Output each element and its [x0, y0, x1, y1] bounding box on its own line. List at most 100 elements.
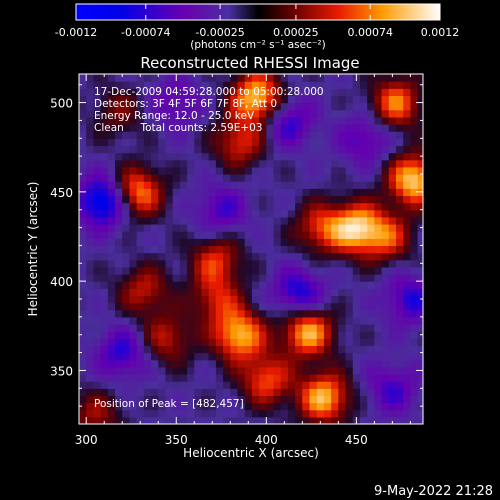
- heatmap-cell: [309, 124, 318, 132]
- heatmap-cell: [136, 338, 145, 347]
- heatmap-cell: [395, 209, 404, 218]
- heatmap-cell: [302, 174, 311, 182]
- heatmap-cell: [259, 288, 267, 297]
- heatmap-cell: [316, 124, 325, 132]
- heatmap-cell: [295, 324, 303, 332]
- heatmap-cell: [323, 109, 332, 118]
- heatmap-cell: [345, 88, 354, 97]
- heatmap-cell: [259, 88, 267, 97]
- heatmap-cell: [179, 195, 188, 204]
- heatmap-cell: [136, 352, 145, 361]
- heatmap-cell: [223, 359, 231, 368]
- heatmap-cell: [172, 338, 181, 347]
- heatmap-cell: [395, 359, 404, 368]
- heatmap-cell: [273, 116, 282, 125]
- heatmap-cell: [100, 366, 109, 375]
- heatmap-cell: [136, 274, 145, 282]
- heatmap-cell: [259, 245, 267, 254]
- heatmap-cell: [115, 316, 123, 325]
- heatmap-cell: [129, 352, 138, 361]
- heatmap-cell: [388, 259, 397, 268]
- heatmap-cell: [122, 124, 131, 132]
- heatmap-cell: [331, 274, 339, 282]
- heatmap-cell: [151, 374, 159, 382]
- heatmap-cell: [410, 252, 419, 261]
- heatmap-cell: [223, 116, 231, 125]
- heatmap-cell: [316, 402, 325, 411]
- heatmap-cell: [395, 352, 404, 361]
- heatmap-cell: [237, 409, 246, 418]
- heatmap-cell: [122, 395, 131, 404]
- heatmap-cell: [215, 281, 224, 289]
- heatmap-cell: [280, 238, 289, 247]
- heatmap-cell: [295, 124, 303, 132]
- heatmap-cell: [100, 259, 109, 268]
- heatmap-cell: [359, 281, 368, 289]
- heatmap-cell: [201, 202, 210, 211]
- heatmap-cell: [381, 324, 390, 332]
- heatmap-cell: [280, 124, 289, 132]
- heatmap-cell: [287, 202, 296, 211]
- heatmap-cell: [374, 116, 383, 125]
- heatmap-cell: [316, 388, 325, 397]
- heatmap-cell: [345, 395, 354, 404]
- heatmap-cell: [208, 224, 217, 232]
- heatmap-cell: [158, 352, 167, 361]
- heatmap-cell: [345, 352, 354, 361]
- heatmap-cell: [86, 331, 94, 339]
- heatmap-cell: [122, 324, 131, 332]
- heatmap-cell: [316, 74, 325, 82]
- heatmap-cell: [215, 152, 224, 161]
- heatmap-cell: [316, 95, 325, 104]
- heatmap-cell: [187, 324, 195, 332]
- heatmap-cell: [129, 181, 138, 189]
- heatmap-cell: [295, 102, 303, 111]
- heatmap-cell: [367, 331, 375, 339]
- heatmap-cell: [403, 116, 411, 125]
- heatmap-cell: [208, 174, 217, 182]
- heatmap-cell: [338, 174, 347, 182]
- heatmap-cell: [287, 81, 296, 89]
- heatmap-cell: [136, 88, 145, 97]
- heatmap-cell: [280, 181, 289, 189]
- heatmap-cell: [280, 188, 289, 197]
- heatmap-cell: [280, 266, 289, 275]
- heatmap-cell: [230, 116, 239, 125]
- heatmap-cell: [187, 224, 195, 232]
- heatmap-cell: [187, 88, 195, 97]
- heatmap-cell: [194, 409, 203, 418]
- heatmap-cell: [179, 288, 188, 297]
- heatmap-cell: [273, 352, 282, 361]
- heatmap-cell: [165, 102, 174, 111]
- heatmap-cell: [143, 159, 152, 168]
- heatmap-cell: [287, 295, 296, 304]
- heatmap-cell: [251, 302, 260, 311]
- heatmap-cell: [158, 231, 167, 239]
- heatmap-cell: [122, 238, 131, 247]
- heatmap-cell: [122, 274, 131, 282]
- heatmap-cell: [201, 352, 210, 361]
- heatmap-cell: [237, 316, 246, 325]
- heatmap-cell: [273, 324, 282, 332]
- heatmap-cell: [352, 95, 361, 104]
- heatmap-cell: [251, 366, 260, 375]
- heatmap-cell: [403, 352, 411, 361]
- heatmap-cell: [338, 374, 347, 382]
- heatmap-cell: [338, 295, 347, 304]
- heatmap-cell: [374, 316, 383, 325]
- heatmap-cell: [251, 145, 260, 154]
- heatmap-cell: [345, 338, 354, 347]
- heatmap-cell: [287, 259, 296, 268]
- heatmap-cell: [395, 131, 404, 139]
- heatmap-cell: [136, 102, 145, 111]
- heatmap-cell: [158, 238, 167, 247]
- heatmap-cell: [280, 374, 289, 382]
- heatmap-cell: [244, 216, 253, 225]
- heatmap-cell: [359, 181, 368, 189]
- heatmap-cell: [359, 402, 368, 411]
- heatmap-cell: [381, 331, 390, 339]
- heatmap-cell: [237, 109, 246, 118]
- heatmap-cell: [331, 74, 339, 82]
- heatmap-cell: [316, 259, 325, 268]
- heatmap-cell: [259, 316, 267, 325]
